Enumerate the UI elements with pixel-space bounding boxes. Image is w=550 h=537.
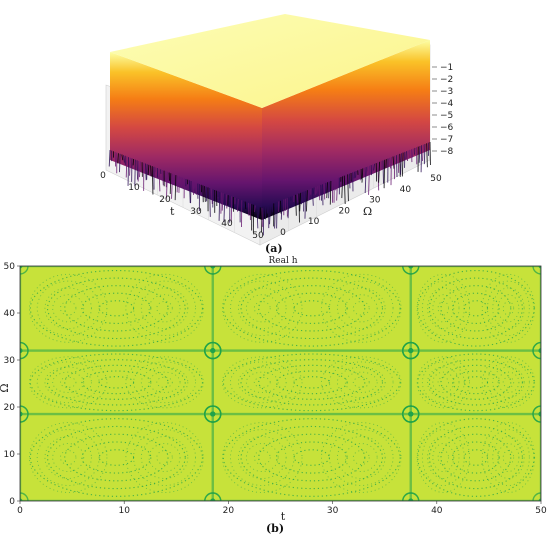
surface-omega-tick-label: 0 xyxy=(280,228,286,238)
surface-omega-tick-label: 50 xyxy=(430,174,442,184)
heatmap-frame xyxy=(19,265,542,502)
heatmap-y-tick-label: 10 xyxy=(4,450,16,460)
panel-label-b: (b) xyxy=(266,522,284,535)
heatmap-x-tick-label: 10 xyxy=(118,506,130,516)
heatmap-pattern xyxy=(20,266,541,501)
surface-spikes xyxy=(108,141,431,236)
surface-omega-tick-label: 30 xyxy=(369,196,381,206)
heatmap-y-ticks: 0 10 20 30 40 50 xyxy=(4,262,20,507)
heatmap-x-tick-label: 0 xyxy=(17,506,23,516)
omega-axis-ticks: 0 10 20 30 40 50 xyxy=(280,174,442,238)
z-axis-ticks: −1 −2 −3 −4 −5 −6 −7 −8 xyxy=(432,63,454,157)
heatmap-plot: Real h 0 10 20 30 40 50 0 10 20 30 40 50 t Ω (b) xyxy=(0,256,547,535)
surface-xlabel: t xyxy=(170,205,175,218)
surface-omega-tick-label: 40 xyxy=(400,185,412,195)
heatmap-x-tick-label: 50 xyxy=(535,506,547,516)
heatmap-y-tick-label: 0 xyxy=(9,497,15,507)
surface-omega-tick-label: 20 xyxy=(338,206,350,216)
surface-ylabel: Ω xyxy=(363,205,372,218)
surface-top-face xyxy=(110,14,430,108)
heatmap-y-tick-label: 40 xyxy=(4,309,16,319)
surface-z-tick-label: −2 xyxy=(440,75,453,85)
surface-z-tick-label: −3 xyxy=(440,87,453,97)
surface-z-tick-label: −5 xyxy=(440,111,453,121)
surface-z-tick-label: −6 xyxy=(440,123,454,133)
surface-t-tick-label: 10 xyxy=(128,183,140,193)
heatmap-ylabel: Ω xyxy=(0,383,11,392)
surface-omega-tick-label: 10 xyxy=(308,217,320,227)
heatmap-x-tick-label: 20 xyxy=(223,506,235,516)
surface-z-tick-label: −1 xyxy=(440,63,453,73)
surface-t-tick-label: 50 xyxy=(252,231,264,241)
surface-t-tick-label: 0 xyxy=(100,171,106,181)
heatmap-y-tick-label: 50 xyxy=(4,262,16,272)
heatmap-x-ticks: 0 10 20 30 40 50 xyxy=(17,501,547,516)
heatmap-y-tick-label: 30 xyxy=(4,356,16,366)
heatmap-xlabel: t xyxy=(281,510,286,523)
panel-label-a: (a) xyxy=(265,242,283,255)
surface-z-tick-label: −7 xyxy=(440,135,453,145)
heatmap-x-tick-label: 30 xyxy=(327,506,339,516)
surface-z-tick-label: −4 xyxy=(440,99,454,109)
surface-t-tick-label: 20 xyxy=(159,195,171,205)
surface-right-face xyxy=(262,40,430,220)
heatmap-x-tick-label: 40 xyxy=(431,506,443,516)
surface-t-tick-label: 40 xyxy=(221,219,233,229)
heatmap-title: Real h xyxy=(268,256,297,266)
surface-t-tick-label: 30 xyxy=(190,207,202,217)
t-axis-ticks: 0 10 20 30 40 50 xyxy=(100,171,264,241)
heatmap-y-tick-label: 20 xyxy=(4,403,16,413)
surface-z-tick-label: −8 xyxy=(440,147,454,157)
surface-plot: 0 10 20 30 40 50 0 10 20 30 40 50 −1 −2 −3 −4 −5 −6 −7 −8… xyxy=(100,14,454,255)
